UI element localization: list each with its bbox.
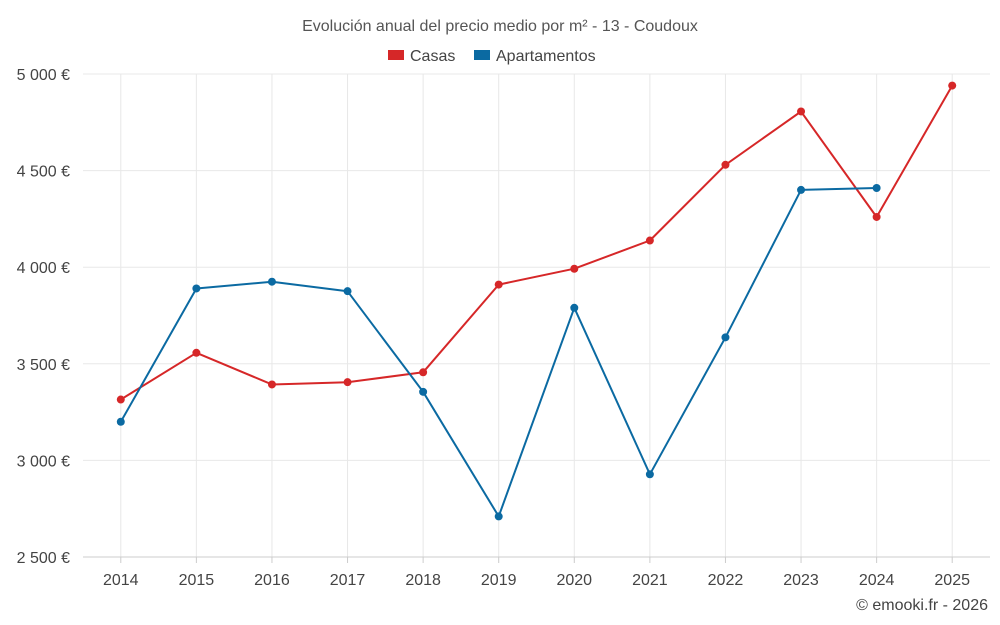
legend-swatch-casas (388, 50, 404, 60)
x-tick-label: 2014 (103, 572, 139, 589)
data-point-casas[interactable] (267, 380, 276, 389)
y-axis: 2 500 € 3 000 € 3 500 € 4 000 € 4 500 € 5 000… (17, 67, 70, 567)
data-point-apartamentos[interactable] (721, 333, 730, 342)
y-tick-label: 5 000 € (17, 67, 70, 84)
legend: Casas Apartamentos (388, 48, 596, 65)
data-point-casas[interactable] (948, 81, 957, 90)
x-tick-label: 2024 (859, 572, 895, 589)
data-point-casas[interactable] (721, 160, 730, 169)
x-tick-label: 2015 (179, 572, 215, 589)
series-line-casas (120, 85, 954, 401)
x-tick-label: 2018 (405, 572, 441, 589)
x-tick-label: 2021 (632, 572, 668, 589)
data-point-apartamentos[interactable] (267, 277, 276, 286)
x-tick-label: 2016 (254, 572, 290, 589)
series-casas (116, 81, 957, 404)
credit-text: © emooki.fr - 2026 (856, 597, 988, 614)
data-point-casas[interactable] (570, 264, 579, 273)
y-tick-label: 4 500 € (17, 164, 70, 181)
x-tick-label: 2017 (330, 572, 366, 589)
x-axis: 2014 2015 2016 2017 2018 2019 2020 2021 2022 2023… (83, 556, 990, 589)
data-point-casas[interactable] (872, 212, 881, 221)
data-point-apartamentos[interactable] (797, 185, 806, 194)
x-tick-label: 2022 (708, 572, 744, 589)
data-point-casas[interactable] (116, 395, 125, 404)
data-point-apartamentos[interactable] (419, 387, 428, 396)
data-point-apartamentos[interactable] (645, 470, 654, 479)
y-tick-label: 3 500 € (17, 357, 70, 374)
legend-swatch-apartamentos (474, 50, 490, 60)
data-point-apartamentos[interactable] (116, 417, 125, 426)
y-tick-label: 3 000 € (17, 453, 70, 470)
series-apartamentos (116, 183, 881, 521)
data-point-apartamentos[interactable] (570, 303, 579, 312)
data-point-apartamentos[interactable] (343, 287, 352, 296)
legend-label-casas: Casas (410, 48, 455, 65)
legend-item-apartamentos[interactable]: Apartamentos (474, 48, 596, 65)
data-point-apartamentos[interactable] (192, 284, 201, 293)
data-point-casas[interactable] (494, 280, 503, 289)
legend-label-apartamentos: Apartamentos (496, 48, 596, 65)
x-tick-label: 2025 (934, 572, 970, 589)
data-point-casas[interactable] (645, 236, 654, 245)
x-tick-label: 2023 (783, 572, 819, 589)
chart-title: Evolución anual del precio medio por m² … (302, 18, 698, 35)
data-point-apartamentos[interactable] (872, 183, 881, 192)
y-tick-label: 2 500 € (17, 550, 70, 567)
grid (83, 73, 990, 558)
data-point-casas[interactable] (343, 378, 352, 387)
data-point-casas[interactable] (419, 368, 428, 377)
series (116, 81, 957, 521)
data-point-apartamentos[interactable] (494, 512, 503, 521)
x-tick-label: 2020 (556, 572, 592, 589)
x-tick-label: 2019 (481, 572, 517, 589)
y-tick-label: 4 000 € (17, 260, 70, 277)
data-point-casas[interactable] (797, 107, 806, 116)
data-point-casas[interactable] (192, 348, 201, 357)
legend-item-casas[interactable]: Casas (388, 48, 455, 65)
